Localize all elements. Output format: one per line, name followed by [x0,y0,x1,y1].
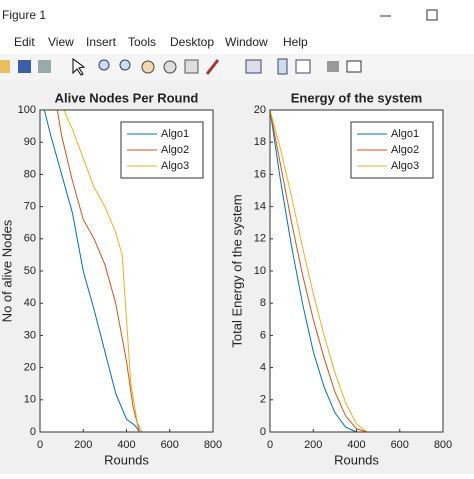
axes-box [39,109,214,433]
x-tick-label: 200 [304,439,322,451]
open-icon[interactable] [0,60,10,73]
legend-label: Algo2 [161,144,189,156]
menu-item[interactable]: Tools [128,35,156,49]
save-icon[interactable] [18,60,31,73]
chart-title: Alive Nodes Per Round [55,90,199,105]
y-tick-label: 4 [260,362,266,374]
menu-bar [0,32,474,54]
x-axis-label: Rounds [104,452,149,467]
x-tick-label: 800 [204,439,222,451]
series-line [269,109,368,433]
rotate-icon[interactable] [163,60,177,74]
title-bar [0,0,474,32]
x-tick-label: 200 [74,439,92,451]
y-tick-label: 0 [260,426,266,438]
y-tick-label: 100 [18,104,36,116]
x-tick-label: 0 [37,439,43,451]
x-tick-label: 600 [391,439,409,451]
y-tick-label: 16 [254,168,266,180]
x-tick-label: 600 [161,439,179,451]
legend-label: Algo1 [391,128,419,140]
y-tick-label: 18 [254,136,266,148]
menu-item[interactable]: Insert [86,35,117,49]
menu-item[interactable]: Help [283,35,308,49]
menu-items: Edit View Insert Tools Desktop Window Help [14,35,308,49]
y-tick-label: 40 [24,297,36,309]
y-tick-label: 20 [24,362,36,374]
menu-item[interactable]: Window [225,35,268,49]
x-tick-label: 800 [434,439,452,451]
y-tick-label: 14 [254,201,266,213]
legend-label: Algo3 [161,160,189,172]
toolbar [0,54,474,80]
hide-tools-icon[interactable] [327,61,339,72]
pan-icon[interactable] [141,60,155,74]
y-tick-label: 2 [260,394,266,406]
print-icon[interactable] [38,60,51,73]
zoom-out-icon[interactable] [119,59,131,71]
x-axis-label: Rounds [334,452,379,467]
y-tick-label: 20 [254,104,266,116]
legend-label: Algo1 [161,128,189,140]
toolbar-icons [0,58,362,76]
chart-title: Energy of the system [291,90,423,105]
y-tick-label: 6 [260,329,266,341]
menu-item[interactable]: View [48,35,74,49]
x-tick-label: 0 [267,439,273,451]
y-tick-label: 90 [24,136,36,148]
link-icon[interactable] [245,59,262,74]
y-axis-label: No of alive Nodes [0,219,14,322]
y-tick-label: 10 [24,394,36,406]
y-tick-label: 70 [24,201,36,213]
y-tick-label: 12 [254,233,266,245]
y-tick-label: 80 [24,168,36,180]
axes-box [269,109,444,433]
maximize-button[interactable] [426,9,438,21]
x-tick-label: 400 [117,439,135,451]
window-title: Figure 1 [2,8,46,22]
y-tick-label: 60 [24,233,36,245]
y-tick-label: 8 [260,297,266,309]
colorbar-icon[interactable] [277,58,288,75]
legend-icon[interactable] [295,59,311,74]
menu-item[interactable]: Edit [14,35,35,49]
dock-icon[interactable] [346,60,362,73]
zoom-in-icon[interactable] [98,59,110,71]
brush-icon[interactable] [205,59,220,75]
series-line [56,109,140,433]
y-axis-label: Total Energy of the system [229,194,244,347]
series-line [63,109,143,433]
pointer-icon[interactable] [72,58,86,76]
legend-label: Algo3 [391,160,419,172]
y-tick-label: 0 [30,426,36,438]
menu-item[interactable]: Desktop [170,35,214,49]
series-line [269,109,357,433]
datatip-icon[interactable] [184,59,199,74]
y-tick-label: 10 [254,265,266,277]
legend-label: Algo2 [391,144,419,156]
x-tick-label: 400 [347,439,365,451]
y-tick-label: 30 [24,329,36,341]
series-line [43,109,140,433]
series-line [269,109,368,433]
y-tick-label: 50 [24,265,36,277]
